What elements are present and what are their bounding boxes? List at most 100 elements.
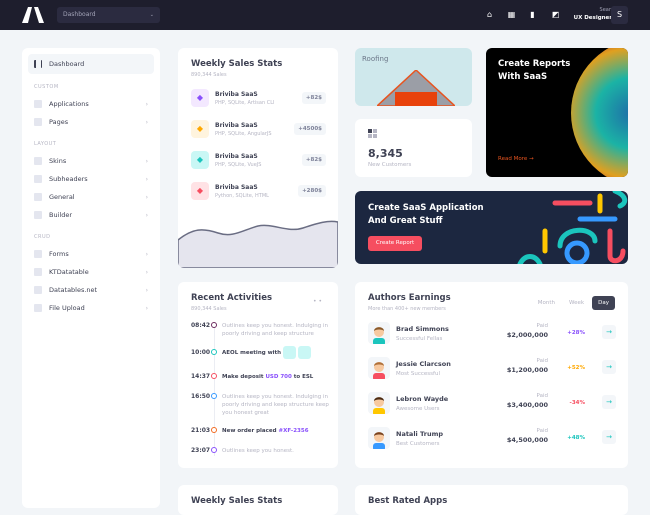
top-header: Dashboard ⌄ ⌂ ▦ ▮ ◩ Sean UX Designer S: [0, 0, 650, 30]
sidebar-item-ktdatatable[interactable]: KTDatatable ›: [28, 263, 154, 281]
roofing-card[interactable]: Roofing: [355, 48, 472, 106]
activity-time: 21:03: [191, 427, 211, 434]
grid-icon[interactable]: ▦: [507, 10, 516, 19]
card-title: Recent Activities: [191, 293, 273, 303]
author-name[interactable]: Jessie Clarcson: [396, 360, 451, 368]
list-item[interactable]: ◆ Briviba SaaS PHP, SQLite, AngularJS +4500…: [191, 120, 326, 140]
activity-text: Outlines keep you honest. Indulging in p…: [222, 323, 328, 337]
sidebar-item-subheaders[interactable]: Subheaders ›: [28, 170, 154, 188]
logo-icon[interactable]: [22, 7, 44, 23]
create-report-button[interactable]: Create Report: [368, 236, 422, 251]
chevron-right-icon: ›: [145, 118, 148, 126]
list-item[interactable]: ◆ Briviba SaaS PHP, SQLite, Artisan CLI +82…: [191, 89, 326, 109]
paid-label: Paid: [536, 428, 548, 434]
sidebar-item-label: Subheaders: [49, 175, 88, 183]
activity-link[interactable]: USD 700: [265, 374, 292, 380]
author-name[interactable]: Brad Simmons: [396, 325, 449, 333]
tab-day[interactable]: Day: [592, 296, 615, 310]
avatar: [368, 427, 390, 449]
item-desc: PHP, SQLite, Artisan CLI: [215, 100, 275, 106]
more-options-icon[interactable]: • •: [313, 298, 322, 305]
roof-illustration: [377, 70, 455, 106]
tab-month[interactable]: Month: [537, 300, 556, 306]
paid-amount: $4,500,000: [506, 436, 548, 444]
read-more-link[interactable]: Read More →: [498, 156, 534, 162]
sidebar-item-datatables-net[interactable]: Datatables.net ›: [28, 281, 154, 299]
robot-icon[interactable]: ⌂: [486, 10, 493, 19]
layers-icon[interactable]: ◩: [551, 10, 560, 19]
activity-time: 16:50: [191, 393, 211, 400]
item-value: +280$: [298, 185, 326, 197]
tab-week[interactable]: Week: [569, 300, 585, 306]
sidebar-item-pages[interactable]: Pages ›: [28, 113, 154, 131]
item-desc: PHP, SQLite, VueJS: [215, 162, 262, 168]
card-title: Best Rated Apps: [368, 496, 448, 506]
item-value: +82$: [301, 154, 326, 166]
reports-title-line1: Create Reports: [498, 59, 571, 69]
planet-image: [571, 48, 628, 177]
weekly-sales-card-2: Weekly Sales Stats: [178, 485, 338, 515]
sidebar-item-general[interactable]: General ›: [28, 188, 154, 206]
arrow-right-button[interactable]: →: [602, 395, 616, 409]
avatar[interactable]: S: [611, 6, 628, 24]
grid-icon: [368, 129, 377, 138]
roofing-title: Roofing: [362, 55, 389, 63]
sidebar-item-dashboard[interactable]: Dashboard: [28, 54, 154, 74]
author-name[interactable]: Lebron Wayde: [396, 395, 449, 403]
arrow-right-button[interactable]: →: [602, 360, 616, 374]
menu-icon: [34, 193, 42, 201]
timeline-item: 08:42 Outlines keep you honest. Indulging…: [191, 322, 336, 342]
menu-icon: [34, 286, 42, 294]
activity-text: Make deposit: [222, 374, 264, 380]
weekly-sales-card: Weekly Sales Stats 890,344 Sales ◆ Brivib…: [178, 48, 338, 268]
reports-title-line2: With SaaS: [498, 72, 548, 82]
activity-text: AEOL meeting with: [222, 350, 282, 356]
author-name[interactable]: Natali Trump: [396, 430, 444, 438]
timeline-line: [214, 326, 215, 456]
chevron-right-icon: ›: [145, 286, 148, 294]
chevron-right-icon: ›: [145, 175, 148, 183]
item-name: Briviba SaaS: [215, 91, 258, 98]
sidebar-item-forms[interactable]: Forms ›: [28, 245, 154, 263]
list-item[interactable]: ◆ Briviba SaaS Python, SQLite, HTML +280$: [191, 182, 326, 202]
sidebar-item-label: KTDatatable: [49, 268, 89, 276]
sidebar-item-label: General: [49, 193, 75, 201]
sidebar-item-applications[interactable]: Applications ›: [28, 95, 154, 113]
sidebar-item-label: Skins: [49, 157, 67, 165]
card-subtitle: 890,344 Sales: [191, 306, 227, 312]
user-role: UX Designer: [573, 15, 612, 21]
chart-bar-icon[interactable]: ▮: [530, 10, 535, 19]
change-percent: +28%: [567, 330, 585, 336]
arrow-right-button[interactable]: →: [602, 325, 616, 339]
sidebar-item-builder[interactable]: Builder ›: [28, 206, 154, 224]
table-row: Jessie Clarcson Most Successful Paid $1,200…: [368, 357, 616, 381]
change-percent: +52%: [567, 365, 585, 371]
dashboard-dropdown[interactable]: Dashboard ⌄: [57, 7, 160, 23]
avatar: [283, 346, 297, 359]
chevron-right-icon: ›: [145, 304, 148, 312]
app-icon: ◆: [191, 151, 209, 169]
timeline-dot-icon: [211, 373, 217, 379]
create-saas-banner: Create SaaS Application And Great Stuff C…: [355, 191, 628, 264]
item-value: +4500$: [294, 123, 326, 135]
item-desc: PHP, SQLite, AngularJS: [215, 131, 272, 137]
item-value: +82$: [301, 92, 326, 104]
item-name: Briviba SaaS: [215, 122, 258, 129]
card-title: Authors Earnings: [368, 293, 451, 303]
sidebar-item-skins[interactable]: Skins ›: [28, 152, 154, 170]
sidebar-item-file-upload[interactable]: File Upload ›: [28, 299, 154, 317]
sidebar-item-label: Builder: [49, 211, 72, 219]
sales-area-chart: [178, 220, 338, 268]
activity-text: New order placed: [222, 428, 277, 434]
chevron-right-icon: ›: [145, 268, 148, 276]
timeline-item: 21:03 New order placed #XF-2356: [191, 427, 336, 447]
author-desc: Awesome Users: [396, 406, 440, 412]
chevron-right-icon: ›: [145, 211, 148, 219]
chevron-right-icon: ›: [145, 193, 148, 201]
arrow-right-button[interactable]: →: [602, 430, 616, 444]
sidebar-section-title: LAYOUT: [34, 141, 57, 147]
list-item[interactable]: ◆ Briviba SaaS PHP, SQLite, VueJS +82$: [191, 151, 326, 171]
user-info[interactable]: Sean UX Designer: [574, 6, 612, 22]
activity-link[interactable]: #XF-2356: [278, 428, 309, 434]
sidebar-item-label: Pages: [49, 118, 69, 126]
